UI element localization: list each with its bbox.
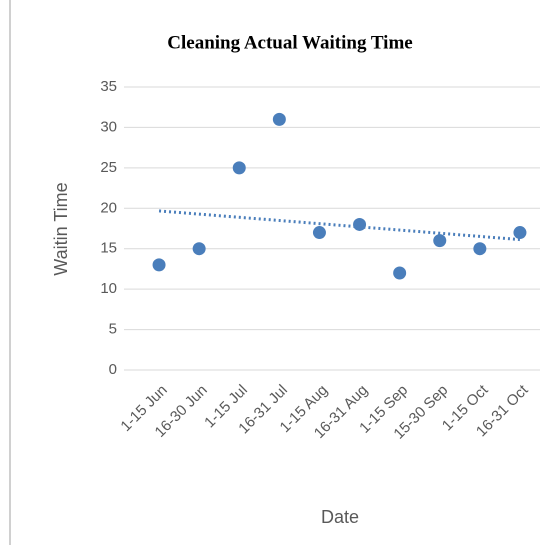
y-tick-label: 10 xyxy=(100,280,117,297)
data-point xyxy=(433,234,447,248)
trendline xyxy=(158,209,521,242)
y-axis-title: Waitin Time xyxy=(51,182,71,275)
data-point xyxy=(192,242,206,256)
y-tick-label: 0 xyxy=(109,361,117,378)
data-point xyxy=(272,112,286,126)
data-point xyxy=(152,258,166,272)
data-point xyxy=(353,217,367,231)
y-tick-label: 15 xyxy=(100,240,117,257)
y-tick-label: 20 xyxy=(100,199,117,216)
data-point xyxy=(393,266,407,280)
data-point xyxy=(513,226,527,240)
x-axis-title: Date xyxy=(321,507,359,527)
y-tick-label: 5 xyxy=(109,321,117,338)
y-tick-label: 35 xyxy=(100,78,117,95)
y-tick-label: 30 xyxy=(100,118,117,135)
y-tick-label: 25 xyxy=(100,159,117,176)
data-point xyxy=(232,161,246,175)
chart-title: Cleaning Actual Waiting Time xyxy=(167,32,412,53)
data-point xyxy=(312,226,326,240)
data-point xyxy=(473,242,487,256)
